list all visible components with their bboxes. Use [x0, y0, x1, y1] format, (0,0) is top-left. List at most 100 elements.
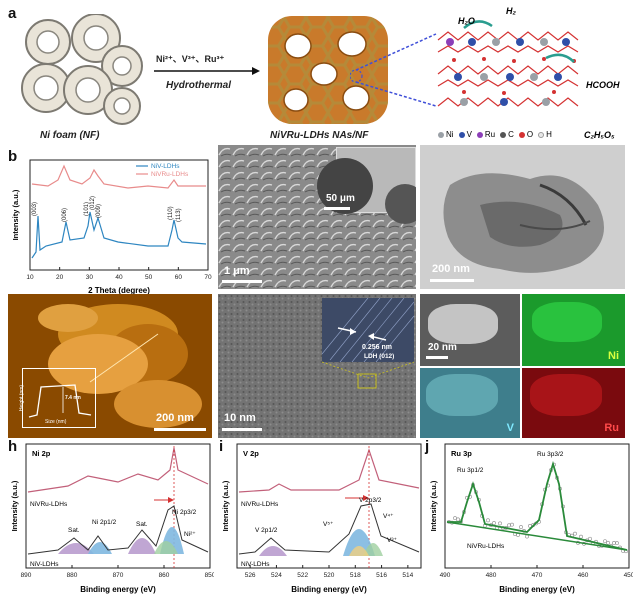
ru3p-3p32: Ru 3p3/2	[537, 451, 564, 458]
v2p-v3plus: V³⁺	[387, 537, 398, 544]
xrd-tick-label: 30	[86, 274, 94, 281]
hcooh-label: HCOOH	[586, 80, 620, 90]
ru3p-data-point	[492, 521, 496, 525]
sem-inset-scale-label: 50 μm	[326, 193, 355, 204]
eds-v-label: V	[506, 422, 514, 434]
eds-haadf-tile: 20 nm	[420, 294, 520, 366]
ru3p-tick-label: 480	[486, 572, 497, 579]
ni2p-tick-label: 850	[205, 572, 214, 579]
ru3p-label-nivru: NiVRu-LDHs	[467, 543, 505, 550]
xrd-tick-label: 10	[26, 274, 34, 281]
ni2p-region: Ni 2p	[32, 449, 51, 458]
tem-scale-bar	[430, 279, 474, 282]
sem-scale-label: 1 μm	[224, 265, 250, 277]
eds-ru-label: Ru	[604, 422, 619, 434]
hrtem-scale-bar	[222, 428, 262, 431]
peak-006: (006)	[62, 208, 68, 222]
v2p-v4plus: V⁴⁺	[383, 513, 394, 520]
legend-niv: NiV-LDHs	[151, 163, 180, 170]
h2-label: H₂	[506, 6, 516, 16]
legend-v: V	[458, 130, 472, 139]
tem-scale-label: 200 nm	[432, 263, 470, 275]
eds-v-tile: V	[420, 368, 520, 438]
eds-ru-tile: Ru	[522, 368, 625, 438]
peak-113: (113)	[176, 208, 182, 222]
ru3p-tick-label: 490	[440, 572, 451, 579]
ru3p-xlabel: Binding energy (eV)	[499, 585, 575, 594]
eds-scale-bar	[426, 356, 448, 359]
ethanol-label: C₂H₅O₅	[584, 130, 615, 140]
ru3p-data-point	[615, 541, 619, 546]
xrd-tick-label: 70	[204, 274, 212, 281]
ldh-structure-illustration	[437, 20, 579, 107]
ldh-nanoarray-illustration	[268, 16, 388, 124]
v2p-xlabel: Binding energy (eV)	[291, 585, 367, 594]
v2p-tick-label: 524	[271, 572, 282, 579]
legend-c: C	[500, 130, 514, 139]
xps-v2p-chart: V 2p NiVRu-LDHs NiV-LDHs V 2p1/2 V⁵⁺ V 2…	[221, 443, 422, 594]
ru3p-region: Ru 3p	[451, 449, 472, 458]
v2p-2p32: V 2p3/2	[359, 497, 382, 504]
xps-ru3p-chart: Ru 3p Ru 3p1/2 Ru 3p3/2 NiVRu-LDHs 490 48…	[429, 443, 633, 594]
panel-i-label: i	[219, 438, 224, 455]
ni2p-xlabel: Binding energy (eV)	[80, 585, 156, 594]
v2p-label-nivru: NiVRu-LDHs	[241, 501, 279, 508]
xrd-xlabel: 2 Theta (degree)	[88, 286, 150, 295]
v2p-label-niv: NiV-LDHs	[241, 561, 270, 568]
ru3p-data-point	[588, 536, 592, 541]
ru3p-tick-label: 460	[578, 572, 589, 579]
xrd-tick-label: 50	[145, 274, 153, 281]
sem-image: 50 μm 1 μm	[218, 145, 416, 289]
panel-h-label: h	[8, 438, 18, 455]
xrd-tick-label: 40	[115, 274, 123, 281]
hrtem-image: 0.256 nm LDH (012) 10 nm	[218, 294, 416, 438]
ru3p-tick-label: 470	[532, 572, 543, 579]
ru3p-data-point	[456, 517, 460, 522]
panel-a-label: a	[8, 5, 17, 22]
ni2p-ylabel: Intensity (a.u.)	[10, 480, 19, 531]
legend-ru: Ru	[476, 130, 495, 139]
ru3p-data-point	[510, 522, 514, 527]
ru3p-data-point	[453, 516, 457, 521]
v2p-tick-label: 514	[402, 572, 413, 579]
v2p-region: V 2p	[243, 449, 259, 458]
v2p-tick-label: 522	[297, 572, 308, 579]
ru3p-data-point	[603, 539, 607, 544]
ru3p-ylabel: Intensity (a.u.)	[429, 480, 438, 531]
v2p-tick-label: 526	[245, 572, 256, 579]
v2p-ylabel: Intensity (a.u.)	[221, 480, 230, 531]
ru3p-data-point	[507, 523, 511, 528]
ni2p-2p32: Ni 2p3/2	[172, 509, 197, 516]
ni2p-label-niv: NiV-LDHs	[30, 561, 59, 568]
tem-image: 200 nm	[420, 145, 625, 289]
v2p-series-niv	[238, 503, 420, 555]
lattice-plane-label: LDH (012)	[364, 353, 395, 360]
xrd-legend: NiV-LDHs NiVRu-LDHs	[136, 163, 189, 178]
legend-nivru: NiVRu-LDHs	[151, 171, 189, 178]
ni2p-tick-label: 860	[159, 572, 170, 579]
method-label: Hydrothermal	[166, 80, 232, 91]
ru3p-data-point	[498, 521, 502, 526]
v2p-series-nivru	[238, 448, 420, 493]
ni2p-sat-2: Sat.	[136, 521, 148, 528]
afm-inset-xlabel: Size (nm)	[45, 419, 67, 425]
legend-ni: Ni	[438, 130, 454, 139]
ru3p-fit	[447, 460, 628, 551]
xps-ni2p-chart: Ni 2p NiVRu-LDHs NiV-LDHs Sat. Ni 2p1/2 …	[10, 443, 214, 594]
peak-012: (012)	[90, 196, 96, 210]
peak-009: (009)	[96, 204, 102, 218]
v2p-2p12: V 2p1/2	[255, 527, 278, 534]
eds-scale-label: 20 nm	[428, 342, 457, 353]
ni2p-tick-label: 890	[21, 572, 32, 579]
h2o-label: H₂O	[458, 16, 475, 26]
afm-inset-ylabel: Height (nm)	[19, 384, 26, 412]
afm-scale-bar	[154, 428, 206, 431]
xrd-series-niv	[31, 211, 207, 259]
v2p-tick-label: 520	[324, 572, 335, 579]
xrd-ylabel: Intensity (a.u.)	[11, 189, 20, 240]
peak-101: (101)	[84, 202, 90, 216]
sem-inset-scale-bar	[324, 207, 350, 210]
eds-ni-tile: Ni	[522, 294, 625, 366]
xrd-series-nivru	[31, 164, 206, 189]
v2p-tick-label: 516	[376, 572, 387, 579]
